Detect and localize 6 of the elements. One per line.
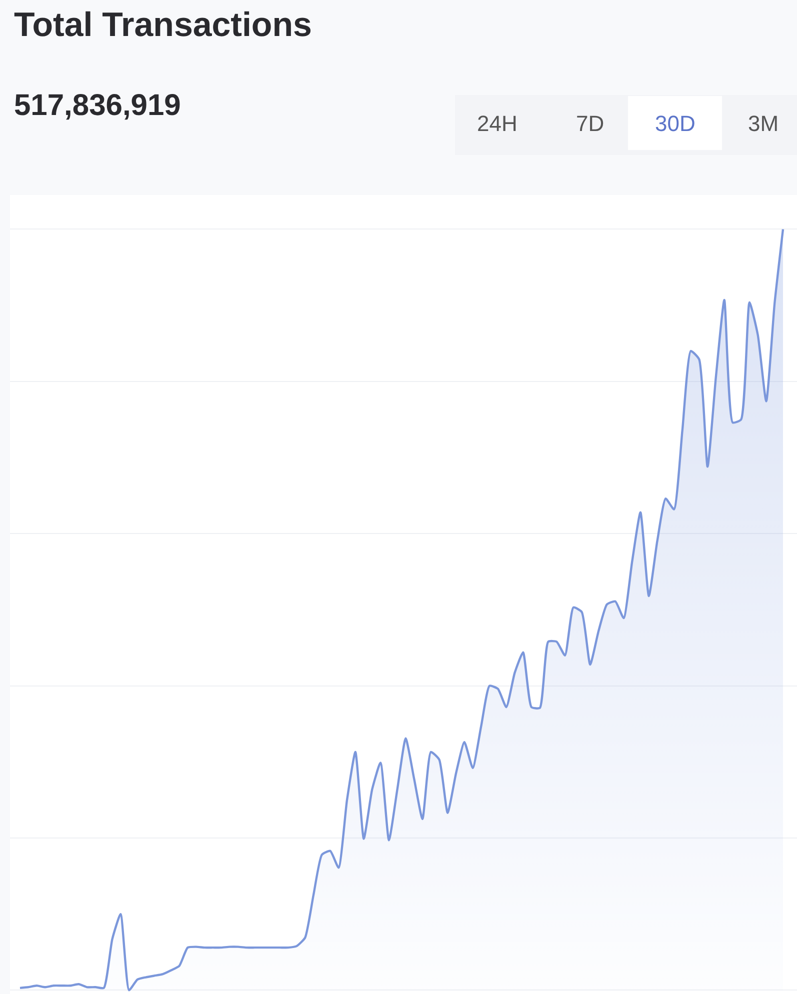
- text: 24H: [477, 111, 518, 136]
- text: 30D: [655, 111, 696, 136]
- text: 7D: [576, 111, 604, 136]
- text: 3M: [748, 111, 779, 136]
- chart-title: Total Transactions: [14, 6, 312, 44]
- chart-subtitle: 517,836,919: [14, 89, 181, 122]
